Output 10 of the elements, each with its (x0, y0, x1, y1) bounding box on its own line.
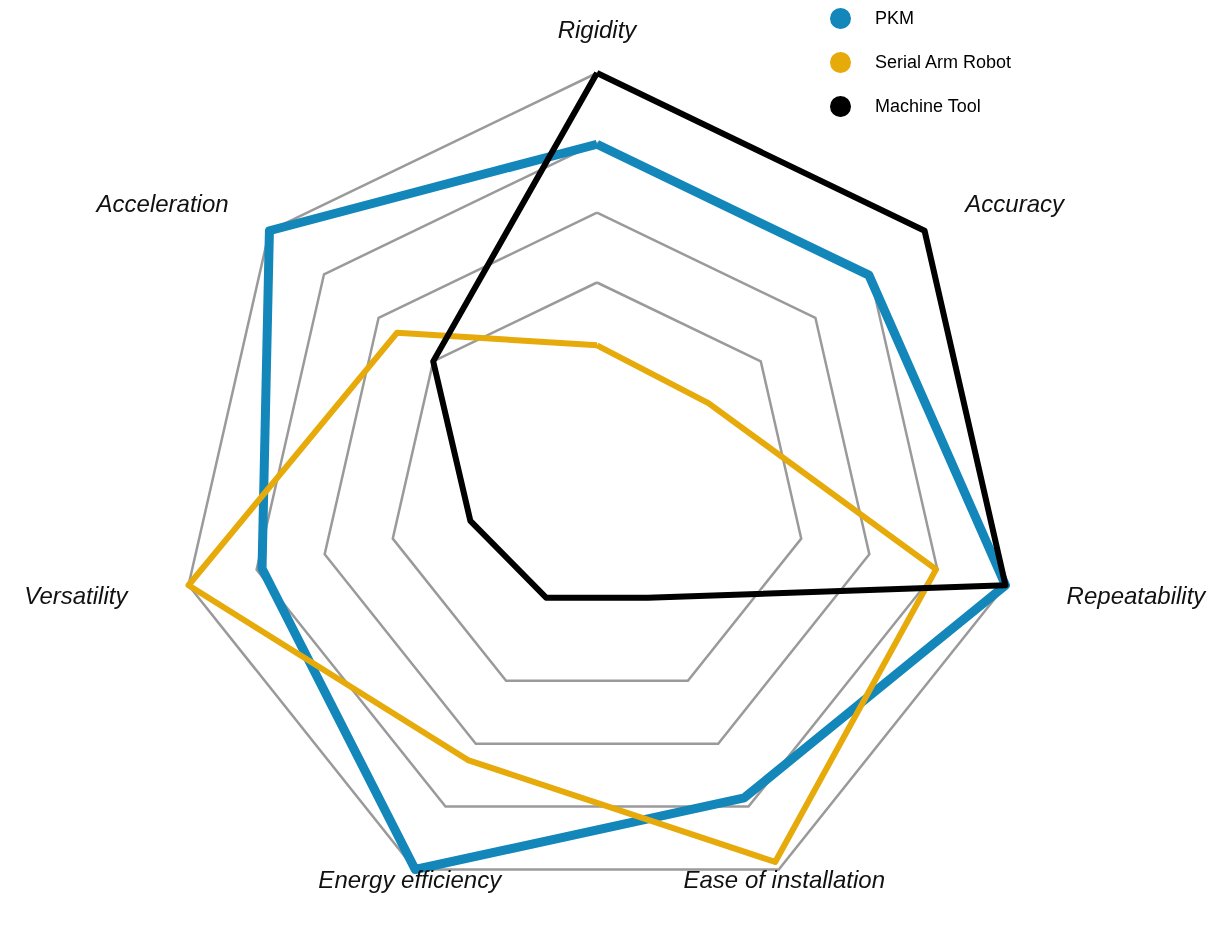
spoke-label: Rigidity (557, 16, 639, 44)
spoke-label: Repeatability (1066, 582, 1208, 610)
legend-label: Serial Arm Robot (875, 51, 1012, 72)
legend-label: Machine Tool (875, 95, 981, 116)
spoke-label: Ease of installation (683, 865, 885, 893)
spoke-label: Versatility (24, 582, 130, 610)
spoke-label: Energy efficiency (318, 865, 504, 893)
spoke-label: Accuracy (963, 189, 1067, 217)
spoke-label: Acceleration (94, 189, 229, 217)
legend-label: PKM (875, 7, 915, 28)
